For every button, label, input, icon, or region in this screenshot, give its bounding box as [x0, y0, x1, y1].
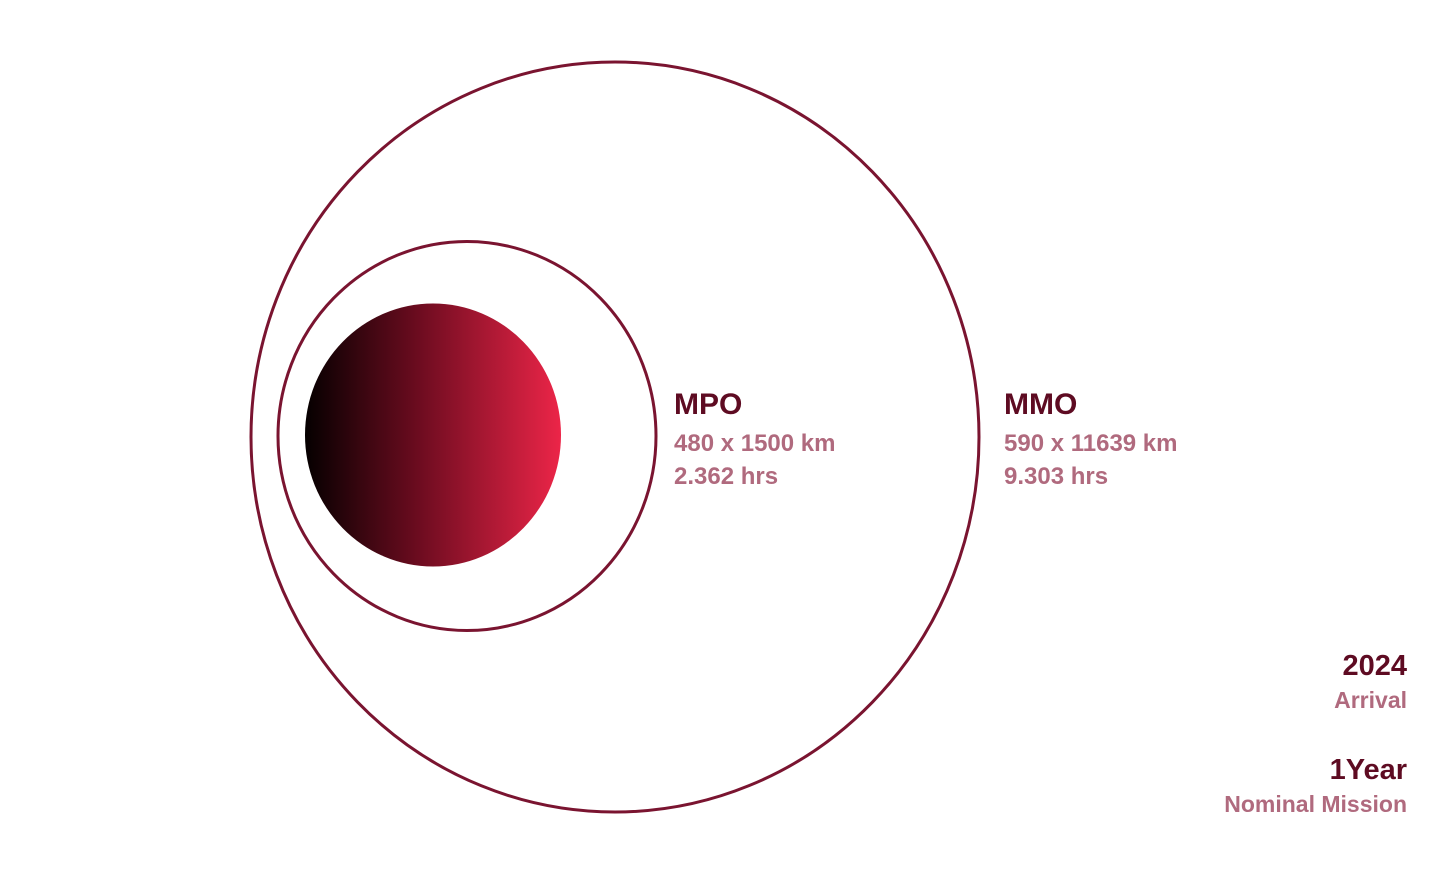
- planet-sphere: [305, 303, 561, 567]
- mpo-orbit-label: MPO 480 x 1500 km 2.362 hrs: [674, 390, 835, 493]
- arrival-year: 2024: [1342, 650, 1407, 682]
- mmo-name: MMO: [1004, 388, 1078, 421]
- mpo-name: MPO: [674, 388, 743, 421]
- arrival-stat: 2024 Arrival: [1334, 652, 1407, 712]
- mpo-period: 2.362 hrs: [674, 463, 779, 490]
- arrival-caption: Arrival: [1334, 687, 1407, 713]
- mission-duration-stat: 1Year Nominal Mission: [1224, 756, 1407, 816]
- mpo-orbit-ellipse: [276, 240, 658, 632]
- mmo-period: 9.303 hrs: [1004, 463, 1109, 490]
- mmo-orbit-label: MMO 590 x 11639 km 9.303 hrs: [1004, 390, 1178, 493]
- mission-duration: 1Year: [1329, 754, 1407, 786]
- mmo-orbit-ellipse: [249, 60, 981, 814]
- mmo-dimensions: 590 x 11639 km: [1004, 430, 1178, 457]
- mission-caption: Nominal Mission: [1224, 791, 1407, 817]
- mpo-dimensions: 480 x 1500 km: [674, 430, 836, 457]
